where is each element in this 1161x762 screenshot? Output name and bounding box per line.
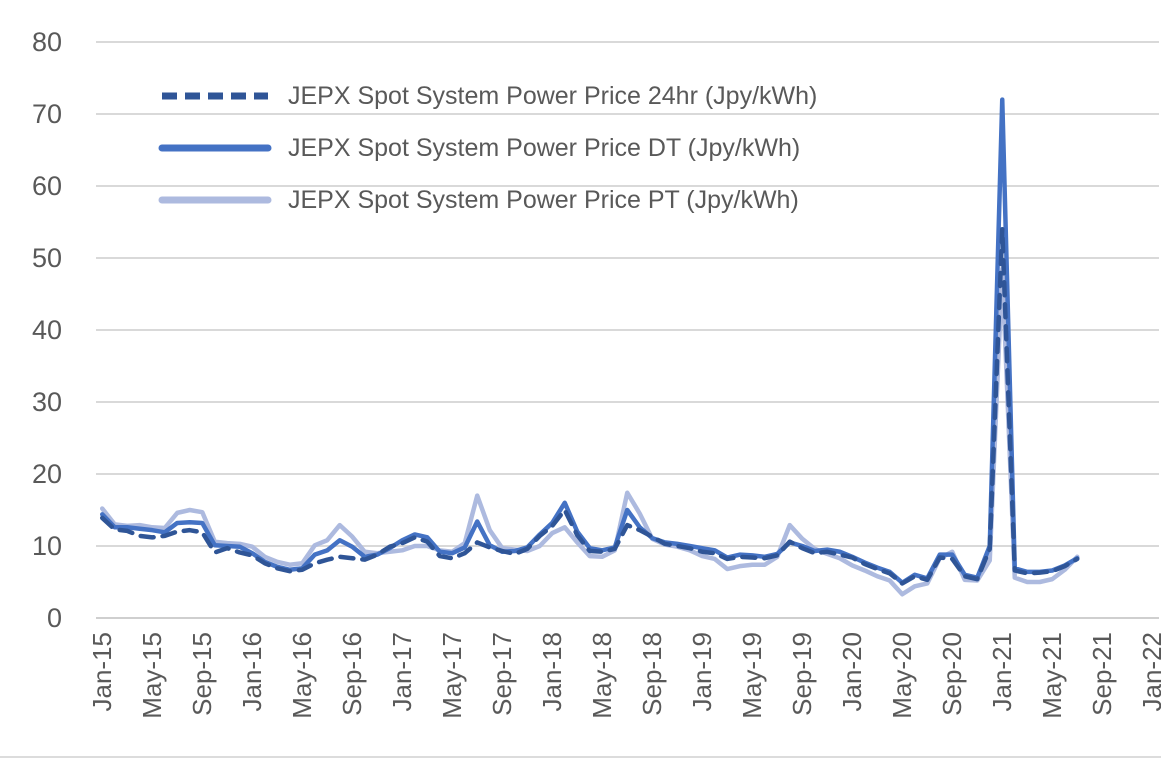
y-axis-tick-label: 20 — [31, 459, 62, 489]
x-axis-tick-label: Jan-18 — [537, 632, 568, 712]
legend-label-dt: JEPX Spot System Power Price DT (Jpy/kWh… — [288, 133, 801, 162]
x-axis-tick-label: May-17 — [437, 632, 468, 719]
x-axis-tick-label: Jan-22 — [1137, 632, 1161, 712]
series-line-24hr — [100, 226, 1080, 586]
y-axis-tick-label: 70 — [31, 99, 62, 129]
legend-item-pt: JEPX Spot System Power Price PT (Jpy/kWh… — [156, 174, 817, 226]
x-axis-tick-label: Jan-19 — [687, 632, 718, 712]
legend-label-pt: JEPX Spot System Power Price PT (Jpy/kWh… — [288, 185, 799, 214]
x-axis-tick-label: Jan-21 — [987, 632, 1018, 712]
legend-swatch-solid-dark-line — [158, 144, 272, 152]
y-axis-tick-label: 50 — [31, 243, 62, 273]
x-axis-tick-label: May-16 — [287, 632, 318, 719]
y-axis-tick-label: 30 — [31, 387, 62, 417]
x-axis-tick-label: Sep-19 — [787, 632, 818, 716]
series-line-pt — [100, 266, 1080, 597]
x-axis-tick-label: Sep-18 — [637, 632, 668, 716]
x-axis-tick-label: May-19 — [737, 632, 768, 719]
x-axis-tick-label: May-18 — [587, 632, 618, 719]
y-axis-tick-label: 80 — [31, 27, 62, 57]
legend-item-24hr: JEPX Spot System Power Price 24hr (Jpy/k… — [156, 70, 817, 122]
x-axis-tick-label: Sep-15 — [187, 632, 218, 716]
chart-legend: JEPX Spot System Power Price 24hr (Jpy/k… — [156, 70, 817, 226]
legend-swatch-solid-light-line — [158, 196, 272, 204]
page-bottom-rule — [0, 756, 1161, 758]
x-axis-tick-label: May-20 — [887, 632, 918, 719]
x-axis-tick-label: Jan-17 — [387, 632, 418, 712]
x-axis-tick-label: Sep-21 — [1087, 632, 1118, 716]
y-axis-tick-label: 40 — [31, 315, 62, 345]
x-axis-tick-label: Sep-20 — [937, 632, 968, 716]
x-axis-tick-label: May-15 — [137, 632, 168, 719]
legend-label-24hr: JEPX Spot System Power Price 24hr (Jpy/k… — [288, 81, 818, 110]
x-axis-tick-label: Sep-16 — [337, 632, 368, 716]
legend-item-dt: JEPX Spot System Power Price DT (Jpy/kWh… — [156, 122, 817, 174]
x-axis-tick-label: Jan-15 — [87, 632, 118, 712]
x-axis-tick-label: Sep-17 — [487, 632, 518, 716]
y-axis-tick-label: 10 — [31, 531, 62, 561]
x-axis-tick-label: Jan-20 — [837, 632, 868, 712]
legend-swatch-dashed-line — [162, 92, 268, 100]
x-axis-tick-label: May-21 — [1037, 632, 1068, 719]
x-axis-tick-label: Jan-16 — [237, 632, 268, 712]
y-axis-tick-label: 60 — [31, 171, 62, 201]
y-axis-tick-label: 0 — [46, 603, 62, 633]
